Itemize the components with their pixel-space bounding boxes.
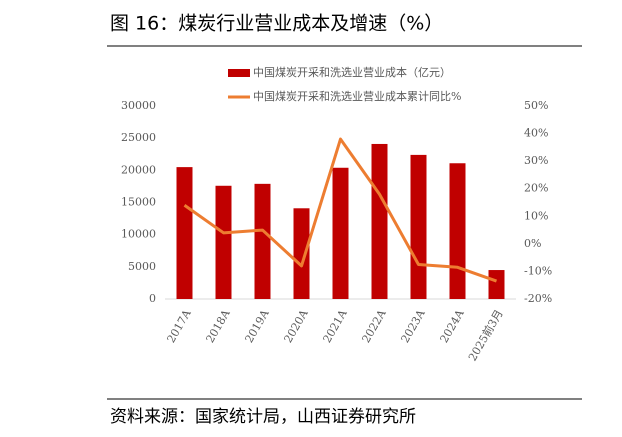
y2-tick-label: 50% (524, 99, 548, 112)
x-tick-label: 2021A (320, 307, 350, 346)
x-tick-label: 2024A (437, 307, 467, 346)
x-tick-label: 2017A (164, 307, 194, 346)
y-tick-label: 10000 (121, 228, 156, 241)
chart-title: 图 16：煤炭行业营业成本及增速（%） (110, 13, 443, 35)
bar (332, 167, 349, 299)
y-tick-label: 5000 (128, 260, 156, 273)
bar (215, 185, 232, 299)
bar (254, 183, 271, 299)
line (183, 137, 497, 283)
y-tick-label: 0 (149, 292, 156, 305)
y-tick-label: 15000 (121, 196, 156, 209)
x-tick-label: 2023A (398, 307, 428, 346)
y2-tick-label: -10% (524, 264, 552, 277)
x-tick-label: 2025前3月 (465, 307, 506, 363)
y-tick-label: 20000 (121, 163, 156, 176)
x-tick-label: 2019A (242, 307, 272, 346)
y-tick-label: 30000 (121, 99, 156, 112)
bar (293, 208, 310, 299)
y2-tick-label: 10% (524, 209, 548, 222)
y2-tick-label: 20% (524, 182, 548, 195)
bar (176, 167, 193, 299)
legend-label: 中国煤炭开采和洗选业营业成本（亿元） (253, 65, 451, 79)
y2-tick-label: 0% (524, 237, 541, 250)
legend-label: 中国煤炭开采和洗选业营业成本累计同比% (253, 89, 461, 103)
source: 资料来源：国家统计局，山西证券研究所 (110, 407, 416, 427)
bar (371, 143, 388, 299)
y2-tick-label: 40% (524, 127, 548, 140)
x-tick-label: 2020A (281, 307, 311, 346)
bar (410, 154, 427, 299)
y2-tick-label: -20% (524, 292, 552, 305)
y-tick-label: 25000 (121, 131, 156, 144)
x-tick-label: 2022A (359, 307, 389, 346)
legend-swatch (228, 69, 250, 77)
y2-tick-label: 30% (524, 154, 548, 167)
bar (449, 163, 466, 299)
bar (488, 270, 505, 299)
x-tick-label: 2018A (203, 307, 233, 346)
